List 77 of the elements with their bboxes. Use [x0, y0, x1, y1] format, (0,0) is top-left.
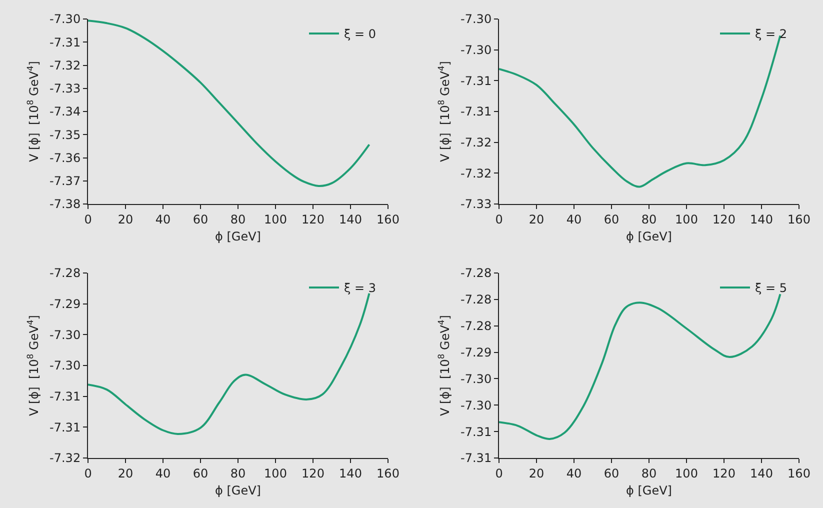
y-tick-label: -7.36	[50, 150, 81, 165]
legend-label: ξ = 3	[344, 281, 376, 296]
y-tick-label: -7.29	[460, 345, 492, 360]
y-tick-label: -7.28	[460, 292, 492, 307]
y-tick-label: -7.31	[50, 35, 81, 50]
y-tick-label: -7.30	[50, 328, 81, 342]
y-tick-label: -7.32	[50, 58, 81, 72]
x-tick-label: 120	[302, 212, 324, 226]
y-tick-label: -7.31	[50, 390, 81, 404]
x-tick-label: 100	[264, 466, 287, 480]
y-tick-label: -7.30	[460, 43, 492, 58]
y-tick-label: -7.30	[460, 372, 492, 386]
x-axis-title: ϕ [GeV]	[626, 229, 672, 244]
y-tick-label: -7.31	[460, 104, 492, 119]
x-tick-label: 80	[641, 212, 657, 226]
y-tick-label: -7.28	[460, 319, 492, 334]
y-tick-label: -7.28	[50, 266, 81, 280]
x-tick-label: 0	[84, 212, 92, 226]
y-tick-label: -7.33	[50, 82, 81, 96]
x-tick-label: 20	[528, 466, 544, 480]
x-tick-label: 40	[566, 212, 582, 226]
legend-label: ξ = 5	[755, 281, 788, 296]
x-tick-label: 140	[339, 212, 362, 226]
x-tick-label: 20	[118, 466, 134, 480]
x-tick-label: 80	[641, 466, 657, 480]
y-tick-label: -7.38	[50, 197, 81, 212]
x-tick-label: 80	[230, 212, 246, 226]
line-series	[88, 20, 370, 187]
x-tick-label: 20	[528, 212, 544, 226]
x-tick-label: 140	[750, 212, 773, 226]
legend-label: ξ = 0	[344, 27, 376, 42]
x-tick-label: 100	[675, 466, 698, 480]
y-tick-label: -7.31	[460, 74, 492, 88]
x-tick-label: 40	[566, 466, 582, 480]
x-tick-label: 60	[192, 466, 208, 480]
x-tick-label: 60	[604, 212, 620, 226]
x-axis-title: ϕ [GeV]	[215, 483, 261, 498]
y-tick-label: -7.32	[460, 166, 492, 180]
line-series	[499, 293, 782, 440]
y-tick-label: -7.35	[50, 128, 81, 142]
x-tick-label: 160	[376, 466, 400, 480]
x-tick-label: 140	[750, 466, 773, 480]
x-tick-label: 80	[230, 466, 246, 480]
x-tick-label: 20	[118, 212, 134, 226]
y-tick-label: -7.32	[460, 136, 492, 150]
y-tick-label: -7.33	[460, 197, 492, 212]
x-tick-label: 120	[712, 466, 736, 480]
x-tick-label: 0	[84, 466, 92, 480]
x-tick-label: 140	[339, 466, 362, 480]
x-tick-label: 100	[264, 212, 287, 226]
y-tick-label: -7.30	[50, 358, 81, 373]
y-tick-label: -7.28	[460, 266, 492, 280]
x-tick-label: 120	[302, 466, 324, 480]
x-axis-title: ϕ [GeV]	[626, 483, 672, 498]
x-axis-title: ϕ [GeV]	[215, 229, 261, 244]
x-tick-label: 100	[675, 212, 698, 226]
y-tick-label: -7.37	[50, 174, 81, 188]
x-tick-label: 160	[788, 212, 810, 226]
x-tick-label: 60	[192, 212, 208, 226]
y-tick-label: -7.30	[50, 12, 81, 26]
x-tick-label: 60	[604, 466, 620, 480]
x-tick-label: 120	[712, 212, 736, 226]
y-tick-label: -7.31	[50, 420, 81, 434]
x-tick-label: 160	[376, 212, 400, 226]
y-tick-label: -7.31	[460, 451, 492, 466]
y-tick-label: -7.32	[50, 451, 81, 466]
legend-label: ξ = 2	[755, 27, 788, 42]
x-tick-label: 40	[155, 212, 171, 226]
y-tick-label: -7.30	[460, 12, 492, 26]
y-tick-label: -7.31	[460, 424, 492, 439]
x-tick-label: 0	[495, 466, 503, 480]
x-tick-label: 0	[495, 212, 503, 226]
y-tick-label: -7.29	[50, 297, 81, 312]
y-tick-label: -7.30	[460, 398, 492, 412]
x-tick-label: 160	[788, 466, 810, 480]
x-tick-label: 40	[155, 466, 171, 480]
y-tick-label: -7.34	[50, 104, 81, 119]
